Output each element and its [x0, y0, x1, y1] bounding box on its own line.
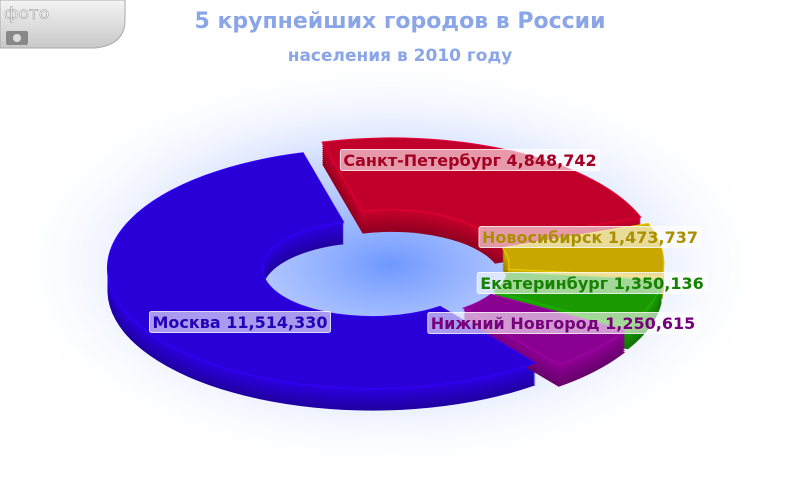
data-label-value: 1,350,136 — [614, 274, 704, 293]
data-label-bg — [339, 149, 601, 171]
data-label: Екатеринбург 1,350,136 — [480, 274, 704, 293]
data-label-bg — [478, 226, 702, 248]
data-label-bg — [476, 272, 708, 294]
data-label-value: 11,514,330 — [226, 313, 327, 332]
data-label-bg — [149, 311, 331, 333]
chart-subtitle: населения в 2010 году — [288, 46, 513, 66]
data-label-value: 4,848,742 — [507, 151, 597, 170]
data-label-category: Новосибирск — [482, 228, 603, 247]
data-label-category: Екатеринбург — [480, 274, 608, 293]
chart-title: 5 крупнейших городов в России — [194, 9, 605, 34]
data-label-value: 1,250,615 — [605, 314, 695, 333]
photo-button[interactable]: фото — [0, 0, 126, 49]
photo-button-label[interactable]: фото — [4, 4, 50, 25]
data-label-bg — [427, 312, 699, 334]
data-label-category: Нижний Новгород — [431, 314, 600, 333]
data-label-category: Санкт-Петербург — [343, 151, 501, 170]
camera-lens — [13, 34, 21, 42]
data-label: Новосибирск 1,473,737 — [482, 228, 698, 247]
data-label: Нижний Новгород 1,250,615 — [431, 314, 695, 333]
data-label-category: Москва — [153, 313, 221, 332]
data-label: Москва 11,514,330 — [153, 313, 328, 332]
photo-button-bg[interactable] — [0, 0, 126, 49]
data-label: Санкт-Петербург 4,848,742 — [343, 151, 596, 170]
data-label-value: 1,473,737 — [608, 228, 698, 247]
